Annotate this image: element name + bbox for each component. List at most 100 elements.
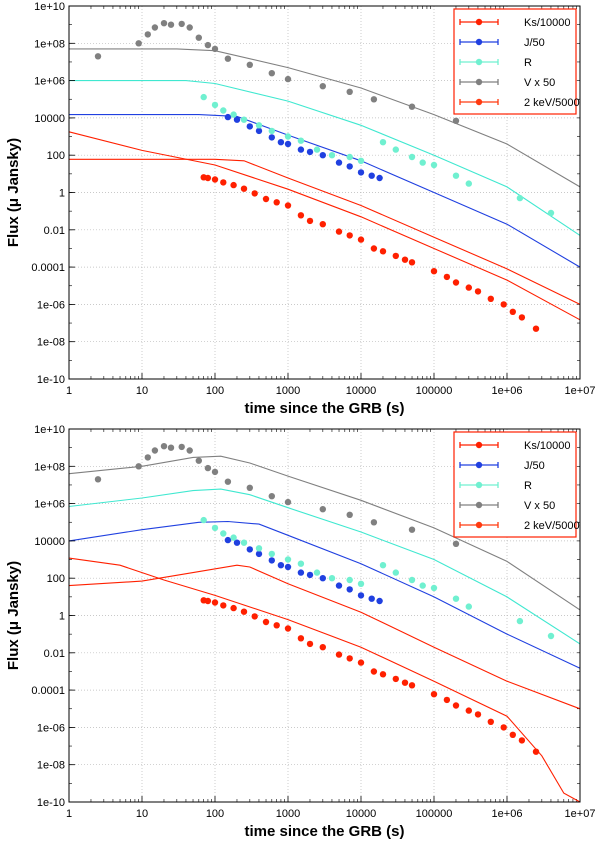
data-point: [474, 288, 482, 295]
x-tick-label: 1e+06: [492, 385, 523, 397]
model-curve: [68, 557, 581, 803]
model-curve: [68, 520, 581, 669]
chart-panel-2: 1 10 100 1000 10000 100000 1e+06 1e+07 1e-10 1e-0…: [5, 424, 595, 840]
data-point: [306, 217, 314, 225]
data-point: [419, 159, 426, 166]
series-v-x-50: [94, 20, 460, 125]
data-point: [255, 550, 263, 558]
x-tick-label: 100: [206, 385, 224, 397]
data-point: [443, 696, 451, 704]
data-point: [376, 597, 383, 605]
data-point: [370, 245, 378, 252]
legend-label: V x 50: [524, 500, 555, 512]
data-point: [452, 172, 460, 179]
y-tick-label: 1e+10: [34, 424, 65, 436]
data-point: [547, 632, 555, 640]
x-tick-label: 10000: [346, 808, 377, 820]
x-tick-label: 1: [66, 808, 72, 820]
data-point: [430, 691, 438, 698]
data-point: [357, 659, 365, 666]
data-point: [167, 21, 175, 28]
data-point: [240, 116, 248, 123]
data-point: [319, 221, 326, 228]
legend-label: Ks/10000: [524, 17, 570, 29]
data-point: [328, 152, 336, 159]
data-point: [452, 540, 460, 547]
data-point: [268, 127, 275, 135]
data-point: [255, 122, 263, 129]
series-v-x-50: [94, 443, 460, 547]
x-tick-label: 1: [66, 385, 72, 397]
data-point: [200, 93, 207, 101]
data-point: [408, 682, 416, 689]
y-tick-label: 0.0001: [31, 262, 65, 274]
legend-marker: [475, 98, 483, 106]
legend-label: J/50: [524, 460, 545, 472]
data-point: [465, 180, 472, 187]
data-point: [220, 530, 227, 537]
x-tick-label: 1000: [276, 385, 300, 397]
x-tick-label: 1e+06: [492, 808, 523, 820]
data-point: [262, 195, 270, 203]
data-point: [268, 134, 275, 141]
data-point: [273, 199, 280, 206]
chart-panel-1: 1 10 100 1000 10000 100000 1e+06 1e+07 1e-10 1e-0…: [5, 1, 595, 417]
data-point: [284, 556, 292, 563]
data-point: [240, 608, 248, 615]
data-point: [500, 301, 507, 308]
data-point: [419, 582, 426, 589]
data-point: [452, 279, 460, 286]
data-point: [224, 478, 232, 485]
data-point: [233, 116, 241, 123]
data-point: [357, 169, 365, 176]
data-point: [204, 174, 212, 182]
data-point: [357, 592, 365, 599]
x-tick-label: 10: [136, 808, 148, 820]
data-point: [151, 24, 159, 31]
data-point: [167, 444, 175, 451]
legend-marker: [475, 481, 483, 489]
data-point: [346, 232, 353, 239]
series-ks-10000: [200, 597, 540, 755]
data-point: [319, 83, 326, 90]
data-point: [335, 159, 343, 166]
legend: Ks/10000 J/50 R V x 50 2 keV/5000: [453, 8, 580, 115]
data-point: [487, 295, 494, 302]
data-point: [255, 545, 263, 552]
data-point: [335, 228, 343, 235]
y-tick-label: 1e-06: [37, 299, 65, 311]
legend-marker: [475, 78, 483, 86]
data-point: [211, 599, 219, 606]
legend-marker: [475, 18, 483, 26]
x-axis-label: time since the GRB (s): [244, 400, 404, 417]
data-point: [186, 24, 193, 31]
data-point: [346, 655, 353, 662]
x-axis-label: time since the GRB (s): [244, 823, 404, 840]
data-point: [518, 737, 526, 744]
data-point: [277, 562, 285, 569]
data-point: [178, 20, 185, 28]
data-point: [430, 268, 438, 275]
y-tick-label: 1e+06: [34, 76, 65, 88]
y-tick-label: 0.0001: [31, 685, 65, 697]
y-tick-label: 100: [47, 573, 65, 585]
y-tick-label: 1e-08: [37, 760, 65, 772]
data-point: [268, 557, 275, 564]
data-point: [474, 711, 482, 718]
data-point: [357, 580, 365, 587]
y-tick-label: 1e-08: [37, 337, 65, 349]
data-point: [200, 516, 207, 524]
data-point: [319, 506, 326, 513]
model-curve: [68, 564, 581, 710]
data-point: [240, 185, 248, 192]
data-point: [268, 550, 275, 558]
data-point: [230, 111, 237, 118]
y-tick-label: 100: [47, 150, 65, 162]
data-point: [144, 31, 151, 38]
legend-marker: [475, 521, 483, 529]
data-point: [94, 476, 102, 483]
data-point: [151, 447, 159, 454]
y-tick-label: 1e-06: [37, 722, 65, 734]
data-point: [430, 584, 438, 592]
data-point: [230, 604, 237, 612]
